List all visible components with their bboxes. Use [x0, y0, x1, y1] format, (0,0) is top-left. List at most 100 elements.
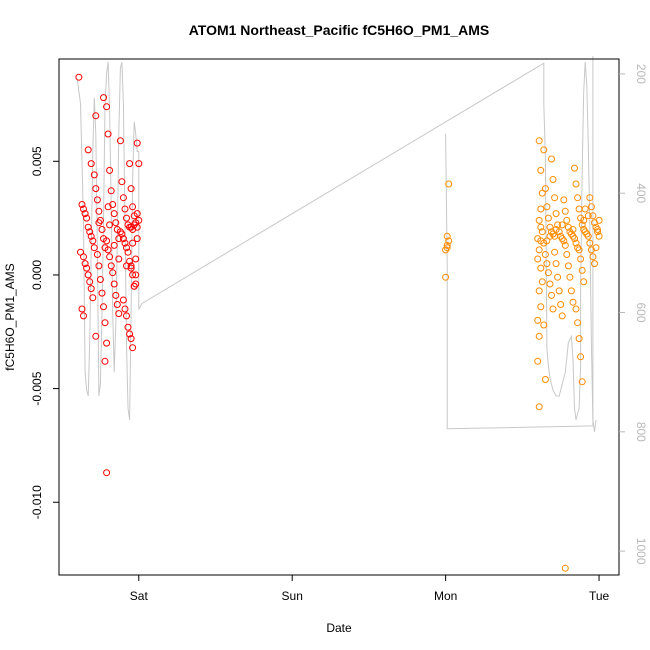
data-point-s2-11 — [537, 205, 545, 213]
data-point-s2-98 — [594, 228, 601, 236]
data-point-s2-78 — [578, 221, 586, 229]
data-point-s2-68 — [563, 251, 571, 258]
data-point-s2-73 — [571, 164, 578, 172]
data-point-s2-99 — [595, 232, 603, 240]
data-point-s1-24 — [92, 185, 100, 193]
data-point-s2-52 — [551, 248, 559, 256]
data-point-s2-16 — [534, 255, 542, 263]
data-point-s1-18 — [89, 294, 97, 302]
data-point-s2-116 — [561, 564, 569, 572]
data-point-s2-108 — [581, 205, 589, 213]
data-point-s2-34 — [541, 251, 549, 258]
data-point-s2-69 — [564, 262, 572, 270]
data-point-s1-10 — [90, 244, 98, 252]
data-point-s1-86 — [127, 185, 135, 193]
data-point-s1-39 — [103, 339, 111, 347]
data-point-s2-105 — [594, 226, 601, 233]
data-point-s1-36 — [100, 303, 107, 311]
data-point-s2-26 — [541, 185, 549, 193]
data-point-s2-106 — [595, 216, 603, 224]
right-tick-label-4: 800 — [634, 422, 648, 442]
data-point-s2-24 — [535, 403, 543, 411]
data-point-s1-9 — [89, 237, 97, 245]
data-point-s2-85 — [578, 266, 586, 274]
data-point-s1-107 — [115, 255, 123, 263]
data-point-s1-51 — [101, 357, 109, 365]
data-point-s1-45 — [107, 187, 115, 195]
right-tick-label-3: 600 — [634, 303, 648, 323]
data-point-s1-79 — [129, 271, 137, 279]
data-point-s1-5 — [83, 214, 91, 222]
data-point-s2-111 — [552, 226, 560, 233]
x-tick-label-sat: Sat — [130, 589, 149, 603]
data-point-s2-7 — [443, 244, 451, 252]
data-point-s1-105 — [133, 235, 141, 243]
data-point-s2-25 — [540, 146, 548, 154]
data-point-s1-15 — [84, 271, 92, 279]
data-point-s2-82 — [584, 232, 592, 240]
data-point-s1-93 — [129, 344, 137, 352]
data-point-s2-1 — [442, 246, 450, 254]
data-point-s1-16 — [86, 278, 94, 286]
data-point-s1-109 — [106, 221, 114, 229]
data-point-s1-58 — [112, 291, 120, 299]
data-point-s2-9 — [537, 166, 545, 174]
data-point-s2-107 — [584, 212, 592, 220]
data-point-s2-103 — [591, 260, 598, 268]
right-tick-label-5: 1000 — [634, 538, 648, 565]
y-tick-label-2: -0.005 — [30, 371, 44, 405]
y-axis-right: 200 400 600 800 1000 — [619, 64, 648, 565]
data-point-s2-83 — [575, 246, 583, 254]
data-point-s1-25 — [93, 196, 101, 204]
data-point-s2-37 — [546, 280, 554, 288]
data-point-s2-44 — [551, 194, 559, 202]
data-point-s1-26 — [95, 207, 103, 215]
data-point-s2-15 — [535, 246, 543, 254]
data-point-s2-50 — [560, 237, 568, 245]
data-point-s2-35 — [543, 260, 551, 268]
data-point-s1-81 — [119, 296, 127, 304]
data-point-s1-33 — [95, 262, 103, 270]
data-point-s2-88 — [574, 319, 582, 327]
data-point-s2-71 — [567, 287, 575, 295]
data-point-s1-75 — [123, 244, 130, 252]
data-point-s2-110 — [558, 221, 566, 229]
data-point-s2-21 — [534, 316, 542, 324]
data-point-s2-100 — [586, 239, 594, 247]
plot-frame — [58, 58, 620, 576]
data-point-s1-60 — [115, 310, 123, 318]
data-point-s2-58 — [560, 196, 568, 204]
data-point-s2-59 — [561, 207, 569, 215]
data-point-s2-90 — [577, 353, 585, 361]
data-point-s2-60 — [563, 216, 571, 224]
data-point-s2-40 — [540, 321, 548, 329]
data-point-s1-38 — [92, 332, 100, 340]
data-point-s1-84 — [124, 323, 132, 331]
data-point-s2-74 — [572, 180, 580, 188]
data-point-s2-75 — [574, 194, 582, 202]
data-point-s1-95 — [132, 271, 140, 279]
data-point-s2-84 — [577, 255, 585, 263]
data-point-s1-22 — [87, 160, 95, 168]
data-point-s1-3 — [80, 205, 87, 213]
data-point-s2-20 — [537, 303, 545, 311]
data-point-s2-23 — [534, 357, 542, 365]
data-point-s2-91 — [578, 378, 586, 386]
data-point-s1-99 — [135, 216, 143, 224]
data-point-s1-73 — [119, 235, 127, 243]
data-point-s1-65 — [121, 205, 129, 213]
data-point-s1-6 — [84, 223, 92, 231]
data-point-s2-38 — [548, 291, 555, 299]
data-point-s1-83 — [123, 312, 130, 320]
data-point-s2-4 — [443, 232, 451, 240]
data-point-s1-46 — [109, 201, 117, 208]
data-point-s2-87 — [572, 305, 580, 313]
data-point-s2-102 — [589, 253, 597, 261]
data-point-s1-53 — [104, 246, 112, 254]
data-point-s2-57 — [558, 312, 566, 320]
data-point-s2-66 — [572, 239, 580, 247]
data-point-s2-8 — [535, 137, 543, 145]
y-tick-label-4: 0.005 — [30, 146, 44, 176]
data-point-s2-43 — [549, 176, 557, 183]
